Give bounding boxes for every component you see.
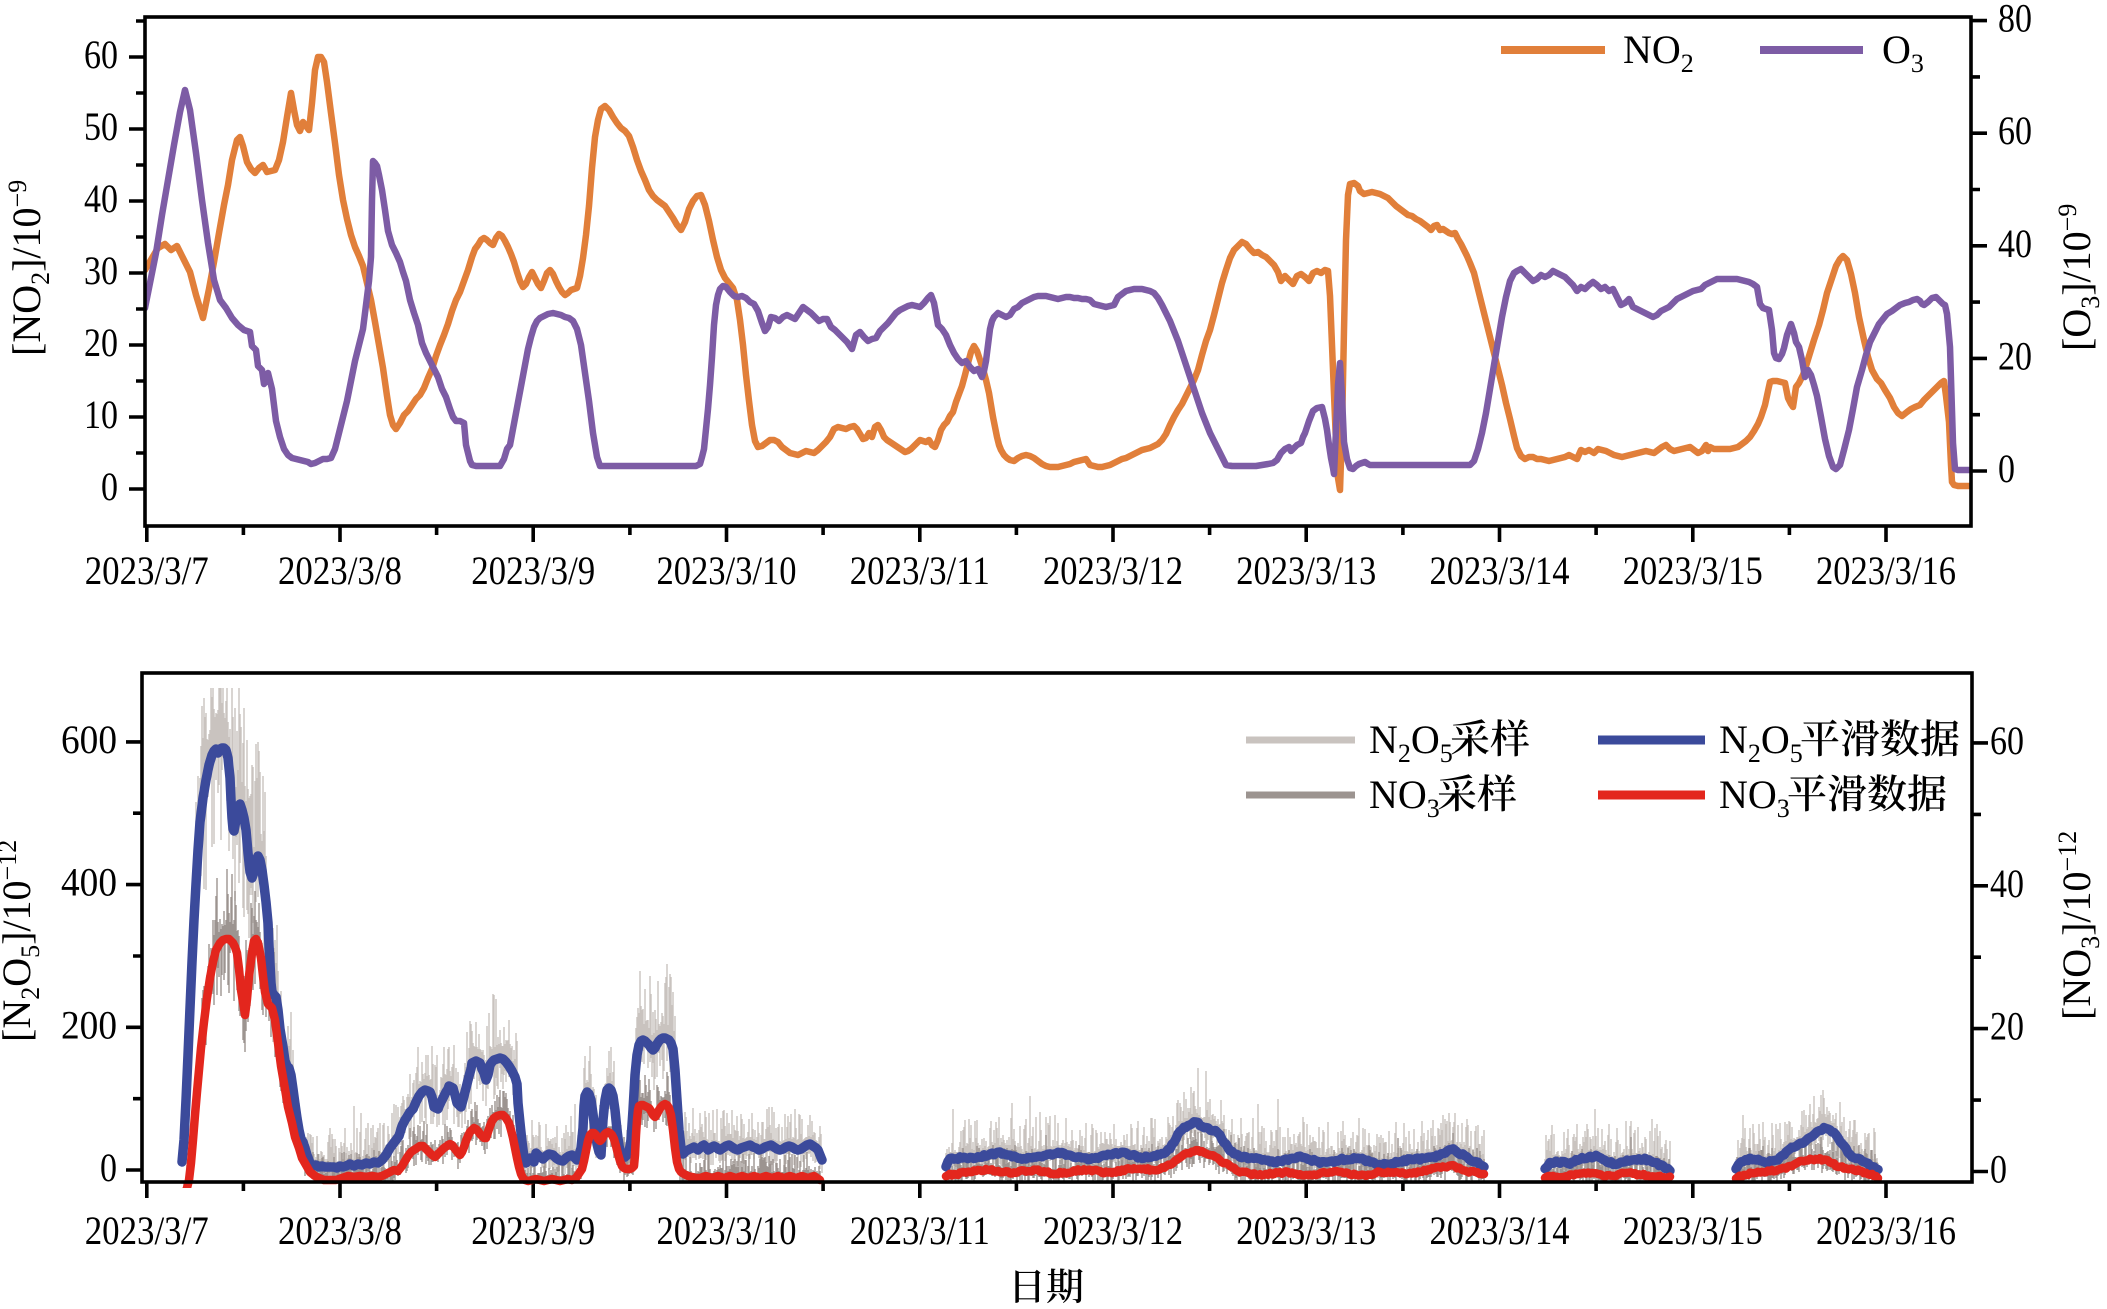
svg-text:NO3: NO3: [1369, 772, 1440, 823]
svg-text:[NO3]/10−12: [NO3]/10−12: [2053, 831, 2105, 1020]
svg-text:20: 20: [1990, 1004, 2024, 1049]
svg-text:2023/3/14: 2023/3/14: [1430, 1208, 1570, 1253]
svg-text:2023/3/12: 2023/3/12: [1043, 1208, 1183, 1253]
svg-text:2023/3/13: 2023/3/13: [1236, 1208, 1376, 1253]
svg-text:[NO2]/10−9: [NO2]/10−9: [3, 180, 55, 356]
svg-text:2023/3/15: 2023/3/15: [1623, 1208, 1763, 1253]
svg-text:2023/3/14: 2023/3/14: [1430, 548, 1570, 593]
svg-text:2023/3/16: 2023/3/16: [1816, 1208, 1956, 1253]
svg-text:10: 10: [84, 392, 118, 437]
svg-text:2023/3/12: 2023/3/12: [1043, 548, 1183, 593]
svg-text:2023/3/8: 2023/3/8: [278, 1208, 402, 1253]
svg-text:60: 60: [1990, 718, 2024, 763]
svg-text:400: 400: [61, 860, 117, 905]
svg-text:2023/3/7: 2023/3/7: [85, 548, 209, 593]
svg-text:2023/3/11: 2023/3/11: [850, 1208, 990, 1253]
svg-text:2023/3/16: 2023/3/16: [1816, 548, 1956, 593]
svg-text:80: 80: [1998, 0, 2032, 41]
svg-text:40: 40: [84, 176, 118, 221]
svg-text:600: 600: [61, 717, 117, 762]
svg-text:0: 0: [100, 1145, 117, 1190]
svg-text:2023/3/8: 2023/3/8: [278, 548, 402, 593]
svg-text:N2O5: N2O5: [1719, 717, 1803, 768]
svg-text:40: 40: [1998, 221, 2032, 266]
svg-text:20: 20: [84, 320, 118, 365]
svg-text:O3: O3: [1882, 27, 1924, 78]
svg-text:40: 40: [1990, 861, 2024, 906]
svg-text:N2O5: N2O5: [1369, 717, 1453, 768]
svg-text:[N2O5]/10−12: [N2O5]/10−12: [0, 840, 45, 1042]
svg-text:0: 0: [1990, 1147, 2007, 1192]
svg-text:30: 30: [84, 248, 118, 293]
svg-text:200: 200: [61, 1002, 117, 1047]
svg-text:2023/3/9: 2023/3/9: [471, 548, 595, 593]
svg-text:2023/3/11: 2023/3/11: [850, 548, 990, 593]
svg-text:2023/3/15: 2023/3/15: [1623, 548, 1763, 593]
svg-text:0: 0: [1998, 446, 2015, 491]
svg-text:50: 50: [84, 104, 118, 149]
svg-text:2023/3/10: 2023/3/10: [657, 548, 797, 593]
svg-text:60: 60: [1998, 108, 2032, 153]
svg-text:60: 60: [84, 32, 118, 77]
svg-text:2023/3/10: 2023/3/10: [657, 1208, 797, 1253]
svg-text:0: 0: [101, 464, 118, 509]
svg-text:NO3: NO3: [1719, 772, 1790, 823]
svg-text:NO2: NO2: [1623, 27, 1694, 78]
svg-text:2023/3/13: 2023/3/13: [1236, 548, 1376, 593]
svg-text:20: 20: [1998, 333, 2032, 378]
svg-text:2023/3/7: 2023/3/7: [85, 1208, 209, 1253]
svg-text:[O3]/10−9: [O3]/10−9: [2053, 204, 2105, 351]
svg-text:2023/3/9: 2023/3/9: [471, 1208, 595, 1253]
